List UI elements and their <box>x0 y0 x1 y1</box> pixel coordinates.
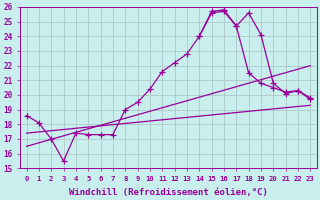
X-axis label: Windchill (Refroidissement éolien,°C): Windchill (Refroidissement éolien,°C) <box>69 188 268 197</box>
